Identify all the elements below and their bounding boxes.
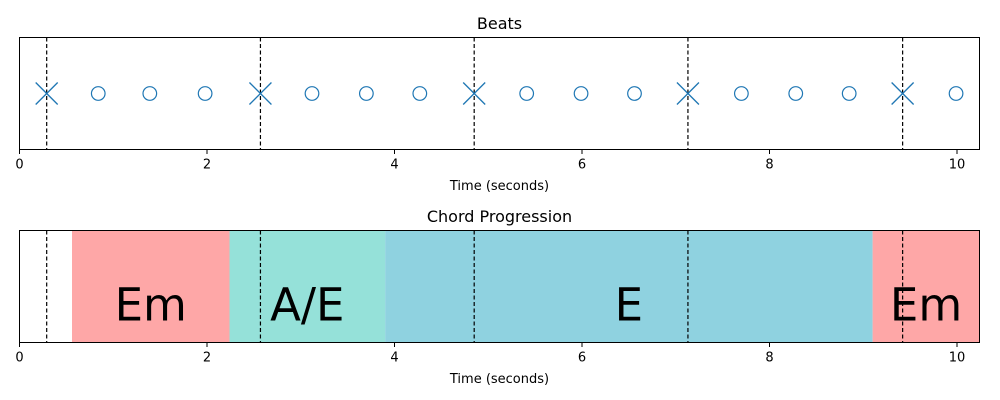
chord-label-1: A/E: [270, 279, 344, 332]
chord-segment-0: [72, 230, 230, 343]
beats-panel: Beats 0 2 4 6 8 10 Time (seconds): [15, 14, 980, 194]
beat-marker-0: [90, 86, 106, 101]
downbeat-marker-stroke: [35, 82, 59, 105]
beat-marker-10: [788, 86, 804, 101]
chord-segment-2: [385, 230, 873, 343]
beat-marker-7: [573, 86, 589, 101]
x-tick-label-5: 10: [949, 351, 966, 366]
beat-marker-8: [627, 86, 642, 101]
downbeat-marker-stroke: [891, 82, 915, 105]
downbeat-marker-stroke: [462, 82, 486, 105]
chord-x-axis-label: Time (seconds): [449, 372, 549, 387]
beat-marker-9: [733, 86, 749, 101]
beat-marker-4: [358, 86, 374, 101]
downbeat-marker-stroke: [676, 82, 700, 105]
beats-x-ticks: 0 2 4 6 8 10: [15, 149, 966, 173]
chord-plot-area: Em A/E E Em: [46, 230, 980, 343]
beat-marker-1: [142, 86, 158, 101]
beat-marker-3: [304, 86, 320, 101]
x-tick-label-4: 8: [765, 351, 773, 366]
x-tick-label-3: 6: [578, 351, 586, 366]
beats-x-axis-label: Time (seconds): [449, 179, 549, 194]
downbeat-marker-4: [891, 82, 915, 105]
beat-marker-5: [412, 86, 428, 101]
x-tick-label-1: 2: [203, 158, 211, 173]
beats-axes-frame: [19, 37, 980, 150]
beat-marker-6: [519, 86, 535, 101]
chord-axes-frame: [19, 230, 980, 343]
downbeat-marker-3: [676, 82, 700, 105]
x-tick-label-1: 2: [203, 351, 211, 366]
downbeat-marker-2: [462, 82, 486, 105]
downbeat-marker-1: [248, 82, 272, 105]
x-tick-label-2: 4: [390, 351, 398, 366]
chord-label-0: Em: [115, 279, 187, 332]
chord-title: Chord Progression: [427, 207, 572, 226]
chord-panel: Chord Progression Em A/E E Em 0 2 4 6 8 10 Time …: [15, 207, 980, 387]
chord-label-3: Em: [890, 279, 962, 332]
downbeat-marker-0: [35, 82, 59, 105]
beats-plot-area: [35, 37, 964, 150]
x-tick-label-0: 0: [15, 351, 23, 366]
chord-segment-1: [229, 230, 386, 343]
downbeat-marker-stroke: [248, 82, 272, 105]
x-tick-label-0: 0: [15, 158, 23, 173]
chord-segment-3: [872, 230, 980, 343]
chord-label-2: E: [615, 279, 643, 332]
beats-title: Beats: [477, 14, 522, 33]
x-tick-label-5: 10: [949, 158, 966, 173]
beat-marker-11: [841, 86, 857, 101]
beat-marker-2: [197, 86, 213, 101]
chord-x-ticks: 0 2 4 6 8 10: [15, 342, 966, 366]
x-tick-label-2: 4: [390, 158, 398, 173]
x-tick-label-3: 6: [578, 158, 586, 173]
beat-marker-12: [948, 86, 964, 101]
x-tick-label-4: 8: [765, 158, 773, 173]
